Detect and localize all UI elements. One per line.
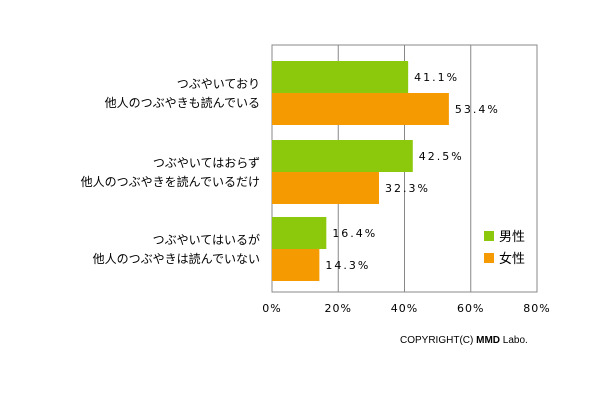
bar-male xyxy=(272,61,409,93)
legend-label: 女性 xyxy=(499,251,525,267)
bar-female xyxy=(272,93,449,125)
copyright-suffix: Labo. xyxy=(500,335,528,346)
x-tick-label: 60% xyxy=(457,302,484,315)
x-tick-label: 0% xyxy=(262,302,281,315)
legend-swatch xyxy=(484,231,494,241)
bar-female xyxy=(272,249,320,281)
bar-value-label: 41.1% xyxy=(414,71,459,84)
copyright-notice: COPYRIGHT(C) MMD Labo. xyxy=(400,335,528,346)
x-tick-label: 40% xyxy=(391,302,418,315)
bar-value-label: 32.3% xyxy=(385,182,430,195)
category-label: 他人のつぶやきを読んでいるだけ xyxy=(81,174,260,189)
bar-value-label: 14.3% xyxy=(325,259,370,272)
category-label: つぶやいてはおらず xyxy=(153,156,260,170)
bar-value-label: 53.4% xyxy=(455,103,500,116)
bar-female xyxy=(272,172,379,204)
copyright-brand: MMD xyxy=(476,335,500,346)
bar-value-label: 42.5% xyxy=(419,150,464,163)
category-label: 他人のつぶやきは読んでいない xyxy=(93,251,260,266)
x-tick-label: 20% xyxy=(325,302,352,315)
legend-label: 男性 xyxy=(499,230,525,245)
bar-value-label: 16.4% xyxy=(332,227,377,240)
bar-male xyxy=(272,217,327,249)
bar-male xyxy=(272,140,413,172)
x-tick-label: 80% xyxy=(523,302,550,315)
copyright-prefix: COPYRIGHT(C) xyxy=(400,335,477,346)
legend-swatch xyxy=(484,253,494,263)
category-label: つぶやいており xyxy=(177,77,260,91)
category-label: つぶやいてはいるが xyxy=(153,232,260,247)
category-label: 他人のつぶやきも読んでいる xyxy=(105,95,260,110)
